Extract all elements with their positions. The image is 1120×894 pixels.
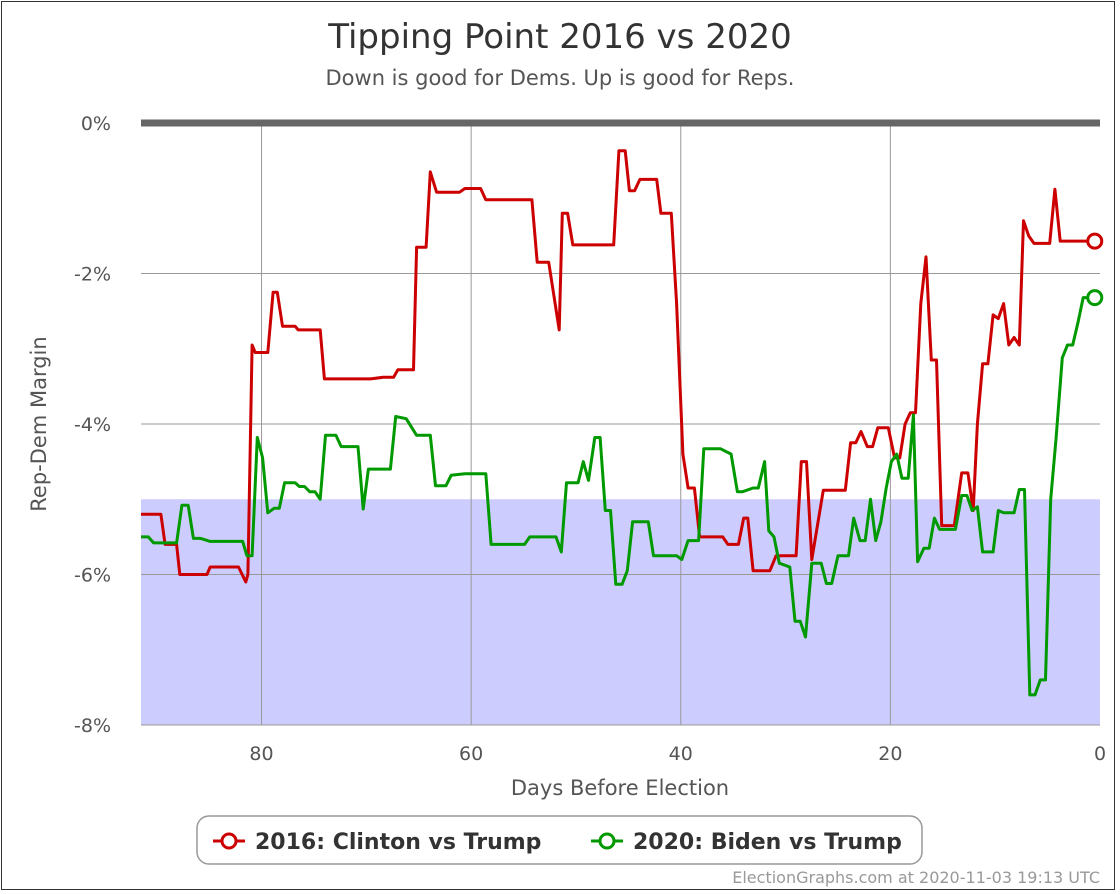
shaded-band bbox=[141, 499, 1100, 725]
credit-text[interactable]: ElectionGraphs.com at 2020-11-03 19:13 U… bbox=[732, 868, 1100, 887]
x-tick-label: 80 bbox=[249, 743, 273, 765]
series-line-1 bbox=[141, 296, 1095, 697]
legend-box bbox=[196, 815, 923, 865]
y-tick-label: 0% bbox=[81, 113, 111, 135]
chart-title: Tipping Point 2016 vs 2020 bbox=[327, 17, 791, 57]
series-endpoint-1 bbox=[1086, 289, 1104, 307]
y-axis-title: Rep-Dem Margin bbox=[27, 336, 51, 511]
series-line-0 bbox=[141, 149, 1095, 584]
series-endpoint-0 bbox=[1086, 232, 1104, 250]
legend-item-2016[interactable]: 2016: Clinton vs Trump bbox=[213, 830, 541, 855]
chart-subtitle: Down is good for Dems. Up is good for Re… bbox=[326, 66, 795, 90]
y-tick-label: -8% bbox=[74, 715, 111, 737]
x-tick-label: 0 bbox=[1094, 743, 1106, 765]
y-tick-label: -6% bbox=[74, 565, 111, 587]
x-tick-label: 40 bbox=[669, 743, 693, 765]
y-tick-label: -2% bbox=[74, 264, 111, 286]
x-tick-label: 20 bbox=[878, 743, 902, 765]
x-axis-title: Days Before Election bbox=[511, 776, 729, 800]
legend-swatch-2016-marker bbox=[220, 832, 238, 850]
legend-label-2020: 2020: Biden vs Trump bbox=[633, 830, 902, 855]
legend-swatch-2020-marker bbox=[598, 832, 616, 850]
y-tick-label: -4% bbox=[74, 414, 111, 436]
plot-area: 0% -2% -4% -6% -8% 80 60 40 20 0 bbox=[74, 113, 1106, 765]
legend-item-2020[interactable]: 2020: Biden vs Trump bbox=[591, 830, 902, 855]
x-tick-label: 60 bbox=[459, 743, 483, 765]
legend[interactable]: 2016: Clinton vs Trump 2020: Biden vs Tr… bbox=[196, 815, 923, 865]
legend-label-2016: 2016: Clinton vs Trump bbox=[255, 830, 541, 855]
